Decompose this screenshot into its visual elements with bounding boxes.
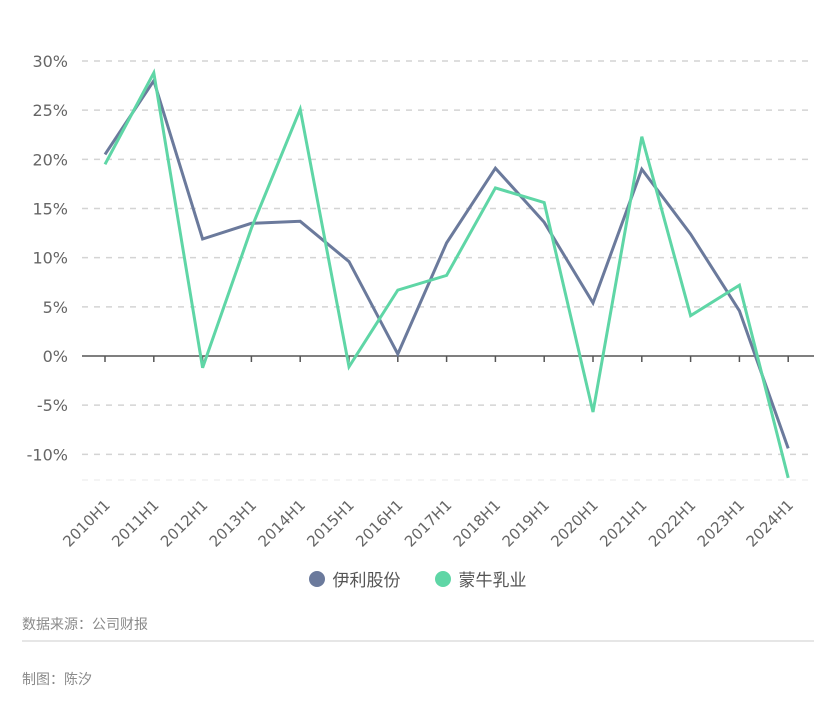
series-line-mengniu <box>103 68 790 479</box>
y-tick-label: 25% <box>32 101 68 120</box>
x-tick-label: 2014H1 <box>255 496 309 550</box>
x-tick-label: 2017H1 <box>401 496 455 550</box>
x-tick-label: 2024H1 <box>743 496 797 550</box>
y-tick-label: 15% <box>32 200 68 219</box>
x-tick-label: 2015H1 <box>303 496 357 550</box>
gridlines <box>82 60 814 481</box>
series-dot-icon <box>434 570 451 587</box>
x-tick-label: 2011H1 <box>108 496 162 550</box>
legend: 伊利股份 蒙牛乳业 <box>0 566 835 591</box>
divider <box>22 640 814 642</box>
y-tick-label: 0% <box>43 347 68 366</box>
x-tick-label: 2019H1 <box>499 496 553 550</box>
series-dot-icon <box>308 570 325 587</box>
x-axis: 2010H12011H12012H12013H12014H12015H12016… <box>59 355 814 551</box>
y-tick-label: 30% <box>32 52 68 71</box>
data-source-note: 数据来源：公司财报 <box>22 617 148 633</box>
y-axis-labels: 30% 25% 20% 15% 10% 5% 0% -5% -10% <box>27 52 68 464</box>
chart-author-note: 制图：陈汐 <box>22 672 92 688</box>
series-line-yili <box>103 77 790 449</box>
x-tick-label: 2013H1 <box>206 496 260 550</box>
x-tick-label: 2018H1 <box>450 496 504 550</box>
x-tick-label: 2021H1 <box>596 496 650 550</box>
legend-label: 蒙牛乳业 <box>458 571 527 591</box>
x-tick-label: 2022H1 <box>645 496 699 550</box>
y-tick-label: 5% <box>43 298 68 317</box>
line-chart: 30%25%20%15%10%5%0%-5%-10% 2010H12011H12… <box>27 52 814 551</box>
y-tick-label: -10% <box>27 445 68 464</box>
y-tick-label: 10% <box>32 249 68 268</box>
data-series <box>103 68 790 479</box>
x-tick-label: 2020H1 <box>547 496 601 550</box>
x-tick-label: 2010H1 <box>59 496 113 550</box>
x-tick-label: 2016H1 <box>352 496 406 550</box>
x-tick-label: 2012H1 <box>157 496 211 550</box>
y-tick-label: 20% <box>32 150 68 169</box>
legend-label: 伊利股份 <box>332 571 401 591</box>
y-tick-label: -5% <box>37 396 68 415</box>
legend-item-mengniu[interactable]: 蒙牛乳业 <box>434 566 527 591</box>
legend-item-yili[interactable]: 伊利股份 <box>308 566 401 591</box>
x-tick-label: 2023H1 <box>694 496 748 550</box>
